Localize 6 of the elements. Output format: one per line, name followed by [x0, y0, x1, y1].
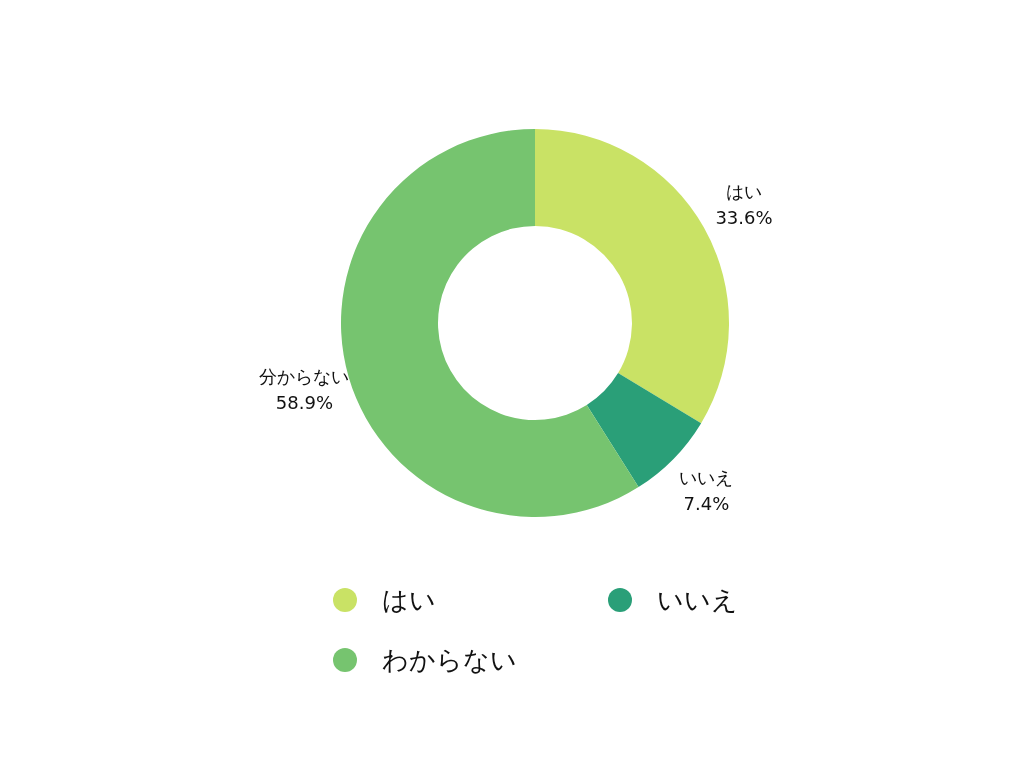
data-label: いいえ 7.4% — [679, 466, 734, 514]
data-label: はい 33.6% — [715, 180, 773, 228]
legend-label: わからない — [382, 645, 517, 675]
legend-label: いいえ — [657, 585, 738, 615]
data-label: 分からない 58.9% — [259, 365, 350, 413]
legend-label: はい — [382, 585, 436, 615]
